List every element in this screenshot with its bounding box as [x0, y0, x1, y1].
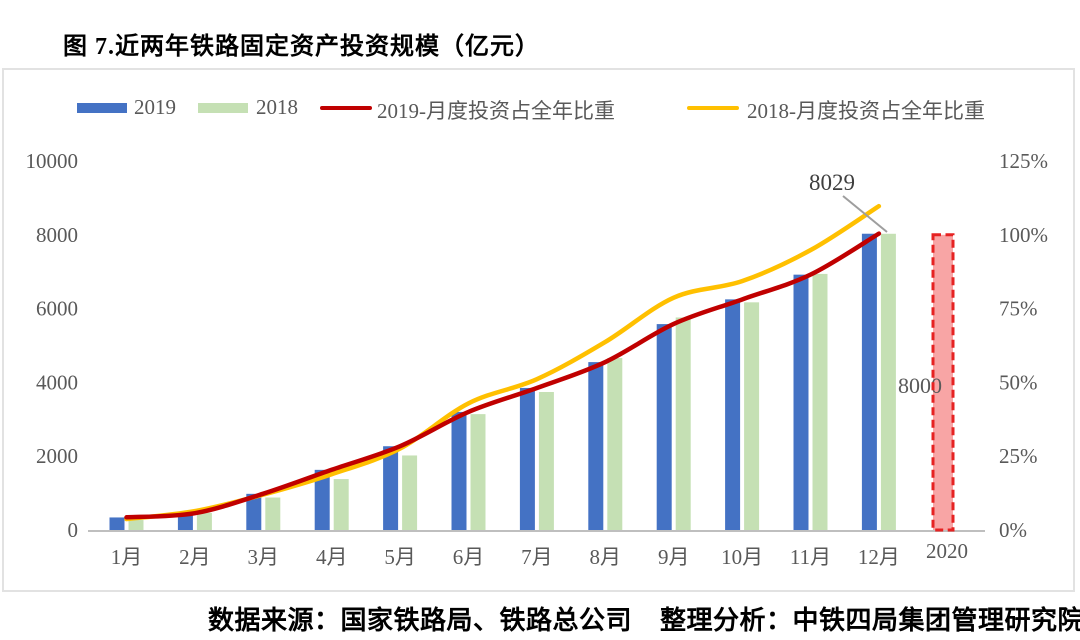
- bar-2018-7月: [538, 391, 554, 530]
- legend-swatch-2018-line: [687, 106, 739, 110]
- bar-2019-11月: [793, 274, 809, 530]
- bar-2020-forecast-border: [931, 233, 955, 532]
- right-axis-tick-50: 50%: [999, 370, 1038, 394]
- x-label-4月: 4月: [316, 545, 348, 569]
- bar-2020-forecast-fill: [933, 234, 953, 531]
- legend-swatch-2019-line: [320, 106, 372, 110]
- bar-2019-6月: [451, 411, 467, 530]
- x-label-11月: 11月: [790, 545, 831, 569]
- legend-swatch-2019-bar: [77, 103, 127, 113]
- x-label-1月: 1月: [111, 545, 143, 569]
- bar-2018-4月: [333, 479, 349, 530]
- bar-2019-7月: [519, 387, 535, 530]
- bar-2018-1月: [128, 520, 144, 530]
- chart-panel: [2, 68, 1075, 592]
- bar-2019-2月: [177, 513, 193, 530]
- bar-2018-3月: [265, 497, 281, 530]
- bar-2019-8月: [588, 362, 604, 530]
- legend-label-2018-ratio: 2018-月度投资占全年比重: [747, 99, 985, 123]
- x-label-10月: 10月: [721, 545, 763, 569]
- x-label-5月: 5月: [384, 545, 416, 569]
- annotation-8029: 8029: [809, 170, 855, 195]
- bar-2019-3月: [246, 493, 262, 530]
- x-label-3月: 3月: [248, 545, 280, 569]
- left-axis-tick-2000: 2000: [36, 444, 78, 468]
- annotation-8029-leader-line: [842, 195, 888, 233]
- annotation-8000: 8000: [898, 373, 942, 398]
- bar-2019-5月: [383, 446, 399, 530]
- left-axis-tick-0: 0: [68, 518, 79, 542]
- bar-2018-9月: [675, 317, 691, 530]
- bar-2018-12月: [880, 233, 896, 531]
- right-axis-tick-0: 0%: [999, 518, 1027, 542]
- bar-2018-11月: [812, 273, 828, 530]
- x-label-8月: 8月: [590, 545, 622, 569]
- left-axis-tick-6000: 6000: [36, 297, 78, 321]
- bar-2018-8月: [607, 358, 623, 530]
- legend-label-2019: 2019: [134, 95, 176, 119]
- left-axis-tick-10000: 10000: [26, 149, 79, 173]
- analysis-credit-text: 整理分析：中铁四局集团管理研究院: [660, 606, 1080, 635]
- legend-swatch-2018-bar: [198, 103, 248, 113]
- right-axis-tick-25: 25%: [999, 444, 1038, 468]
- line-2019-ratio: [124, 231, 882, 520]
- x-label-9月: 9月: [658, 545, 690, 569]
- bar-2018-6月: [470, 414, 486, 530]
- bar-2019-4月: [314, 469, 330, 530]
- right-axis-tick-100: 100%: [999, 223, 1048, 247]
- left-axis-tick-8000: 8000: [36, 223, 78, 247]
- bar-2019-1月: [109, 517, 125, 530]
- data-source-text: 数据来源：国家铁路局、铁路总公司: [208, 606, 633, 635]
- bar-2018-5月: [402, 455, 418, 530]
- bar-2019-12月: [861, 233, 877, 530]
- chart-title: 图 7.近两年铁路固定资产投资规模（亿元）: [63, 34, 540, 60]
- bar-2019-9月: [656, 324, 672, 530]
- x-label-2月: 2月: [179, 545, 211, 569]
- line-2018-ratio: [124, 203, 882, 522]
- left-axis-tick-4000: 4000: [36, 370, 78, 394]
- legend-label-2018: 2018: [256, 95, 298, 119]
- legend-label-2019-ratio: 2019-月度投资占全年比重: [377, 99, 615, 123]
- x-label-12月: 12月: [858, 545, 900, 569]
- bar-2019-10月: [725, 299, 741, 530]
- bar-2018-10月: [744, 302, 760, 530]
- right-axis-tick-75: 75%: [999, 297, 1038, 321]
- x-label-7月: 7月: [521, 545, 553, 569]
- right-axis-tick-125: 125%: [999, 149, 1048, 173]
- x-label-2020: 2020: [926, 539, 968, 563]
- source-line: 数据来源：国家铁路局、铁路总公司 整理分析：中铁四局集团管理研究院: [208, 600, 1080, 637]
- bar-2018-2月: [196, 512, 212, 530]
- x-label-6月: 6月: [453, 545, 485, 569]
